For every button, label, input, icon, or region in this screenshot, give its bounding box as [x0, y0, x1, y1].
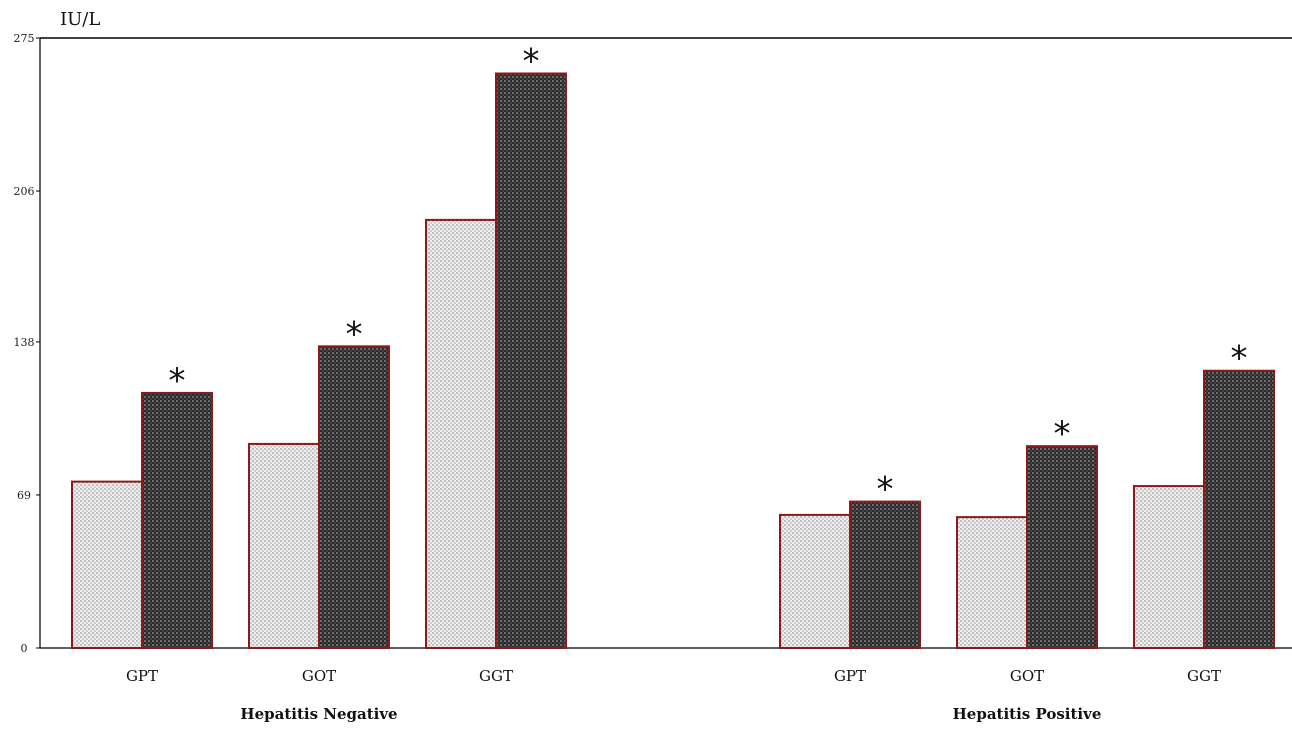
bars [71, 72, 1275, 650]
y-tick-label: 69 [17, 489, 31, 502]
bar-negative-gpt-series-1 [71, 480, 143, 649]
bar-positive-ggt-series-2 [1203, 369, 1275, 649]
category-label: GPT [834, 667, 866, 685]
bar-negative-gpt-series-2 [141, 391, 213, 649]
labels: 0 69 138 206 275 IU/L * GPT * GOT * GGT Hepatitis Ne… [14, 9, 1248, 723]
category-label: GPT [126, 667, 158, 685]
bar-positive-got-series-2 [1026, 445, 1098, 649]
category-label: GOT [302, 667, 336, 685]
bar-positive-gpt-series-1 [779, 513, 851, 650]
bar-positive-got-series-1 [956, 516, 1028, 649]
bar-negative-got-series-1 [248, 442, 320, 649]
category-label: GGT [479, 667, 513, 685]
bar-positive-gpt-series-2 [849, 500, 921, 649]
y-axis-label: IU/L [60, 9, 100, 30]
y-tick-label: 0 [21, 642, 28, 655]
bar-negative-got-series-2 [318, 345, 390, 649]
category-label: GOT [1010, 667, 1044, 685]
significance-star: * [877, 470, 894, 510]
y-tick-label: 275 [14, 32, 35, 45]
significance-star: * [1231, 339, 1248, 379]
significance-star: * [169, 361, 186, 401]
y-tick-label: 206 [14, 185, 35, 198]
significance-star: * [523, 41, 540, 81]
axes [36, 37, 1292, 649]
category-label: GGT [1187, 667, 1221, 685]
y-tick-label: 138 [14, 336, 35, 349]
group-label: Hepatitis Negative [240, 705, 397, 723]
bar-negative-ggt-series-2 [495, 72, 567, 649]
significance-star: * [1054, 414, 1071, 454]
group-label: Hepatitis Positive [953, 705, 1102, 723]
bar-negative-ggt-series-1 [425, 218, 497, 650]
bar-positive-ggt-series-1 [1133, 485, 1205, 649]
significance-star: * [346, 314, 363, 354]
